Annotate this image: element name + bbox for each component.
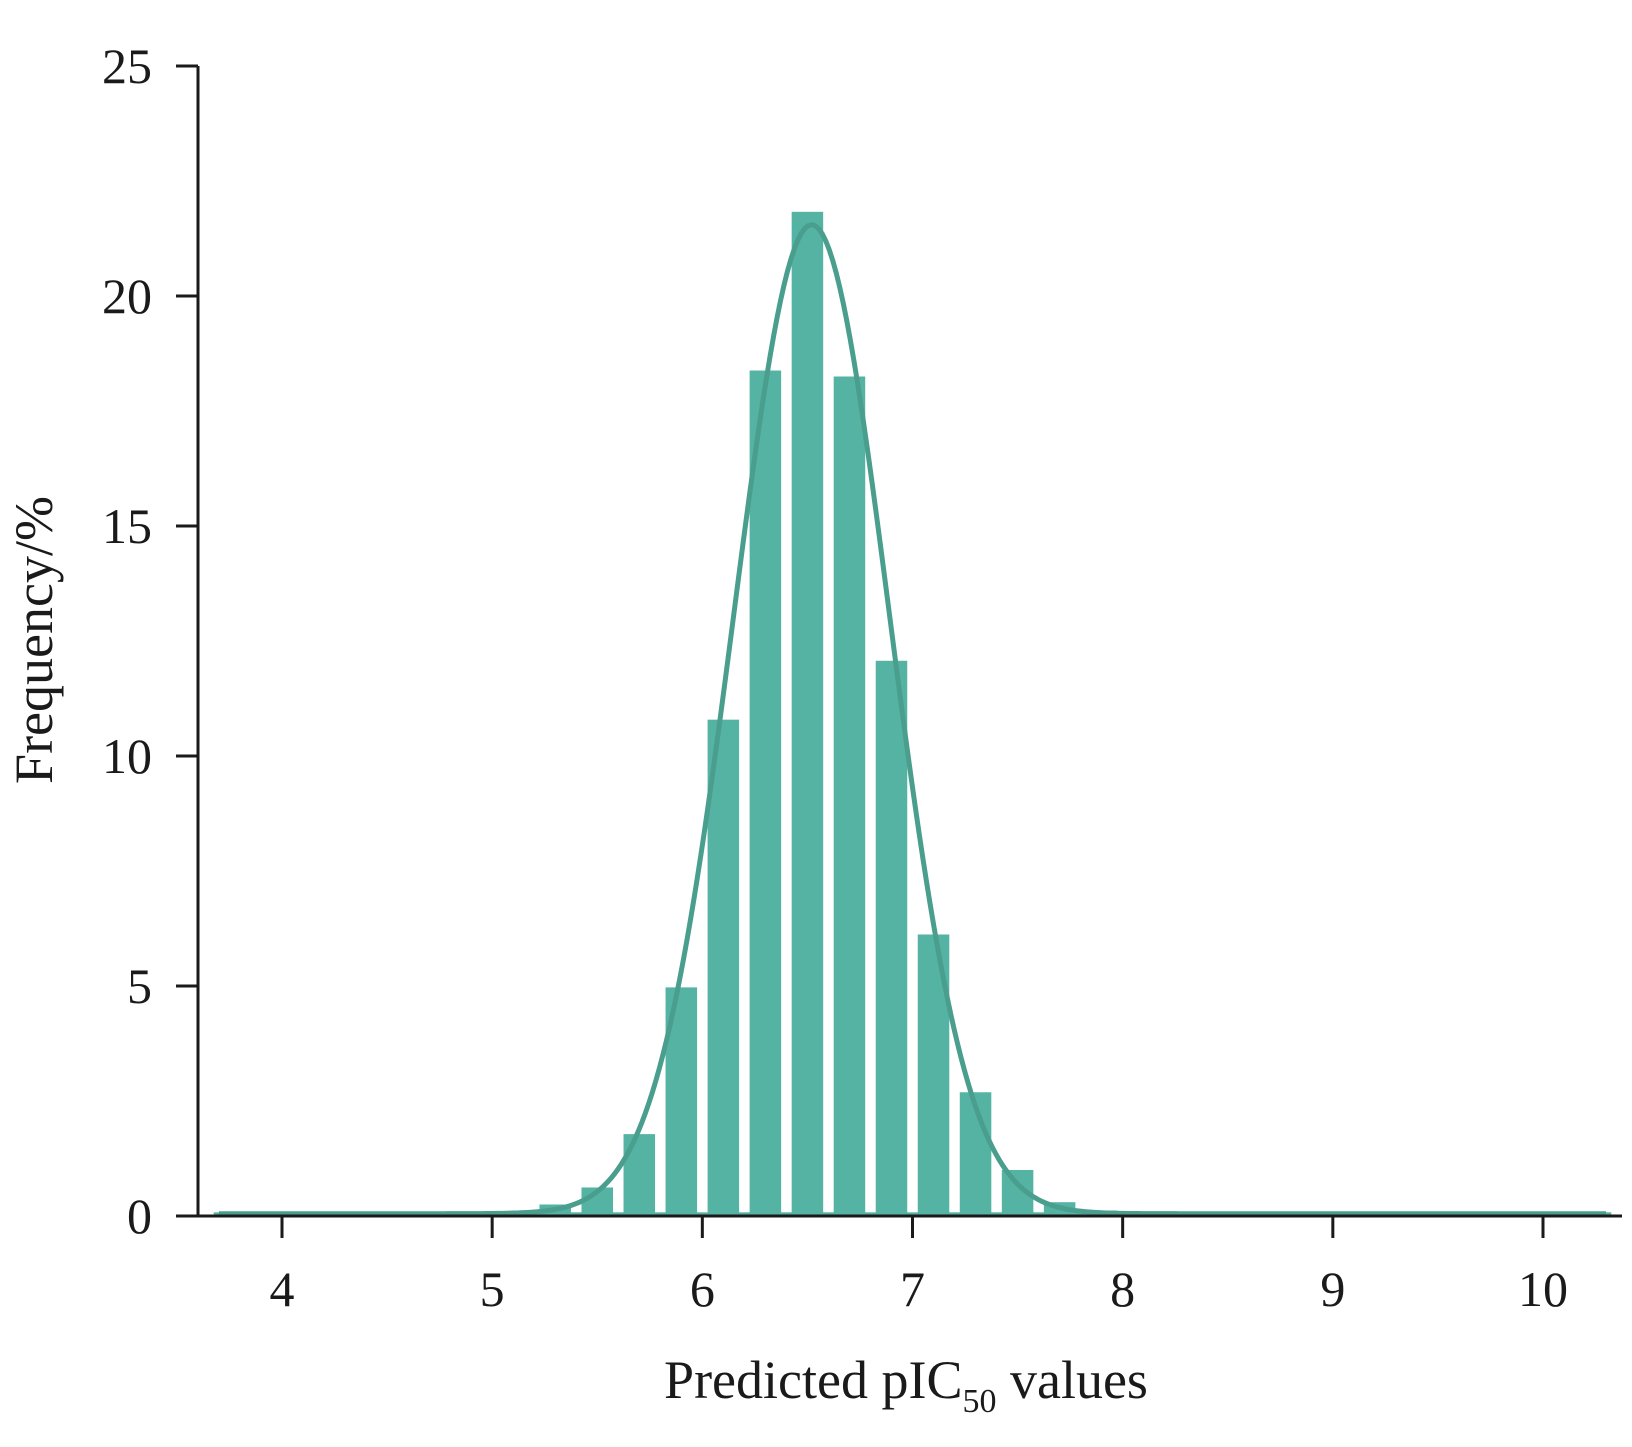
histogram-bar bbox=[833, 376, 866, 1216]
y-tick-label: 10 bbox=[102, 728, 152, 784]
histogram-baseline-bars bbox=[218, 1212, 1607, 1216]
histogram-bar bbox=[749, 370, 782, 1216]
x-tick-label: 9 bbox=[1320, 1261, 1345, 1317]
x-ticks-group: 4 5 6 7 8 9 10 bbox=[270, 1216, 1568, 1317]
x-tick-label: 7 bbox=[900, 1261, 925, 1317]
y-tick-label: 25 bbox=[102, 38, 152, 94]
y-tick-label: 0 bbox=[127, 1188, 152, 1244]
y-tick-label: 20 bbox=[102, 268, 152, 324]
normal-fit-curve bbox=[218, 222, 1607, 1217]
x-axis-label: Predicted pIC50 values bbox=[664, 1350, 1148, 1420]
histogram-bar bbox=[707, 719, 740, 1216]
x-tick-label: 8 bbox=[1110, 1261, 1135, 1317]
y-tick-label: 15 bbox=[102, 498, 152, 554]
y-tick-label: 5 bbox=[127, 958, 152, 1014]
x-axis-label-suffix: values bbox=[996, 1350, 1147, 1410]
x-axis-label-subscript: 50 bbox=[962, 1383, 996, 1420]
histogram-bar bbox=[791, 211, 824, 1216]
bars-group bbox=[213, 211, 1612, 1216]
histogram-bar bbox=[875, 660, 908, 1216]
x-tick-label: 4 bbox=[270, 1261, 295, 1317]
y-ticks-group: 0 5 10 15 20 25 bbox=[102, 38, 198, 1244]
x-axis-label-main: Predicted pIC bbox=[664, 1350, 962, 1410]
histogram-bar bbox=[623, 1134, 656, 1216]
x-tick-label: 6 bbox=[690, 1261, 715, 1317]
y-axis-label: Frequency/% bbox=[4, 496, 64, 784]
x-tick-label: 5 bbox=[480, 1261, 505, 1317]
x-tick-label: 10 bbox=[1518, 1261, 1568, 1317]
